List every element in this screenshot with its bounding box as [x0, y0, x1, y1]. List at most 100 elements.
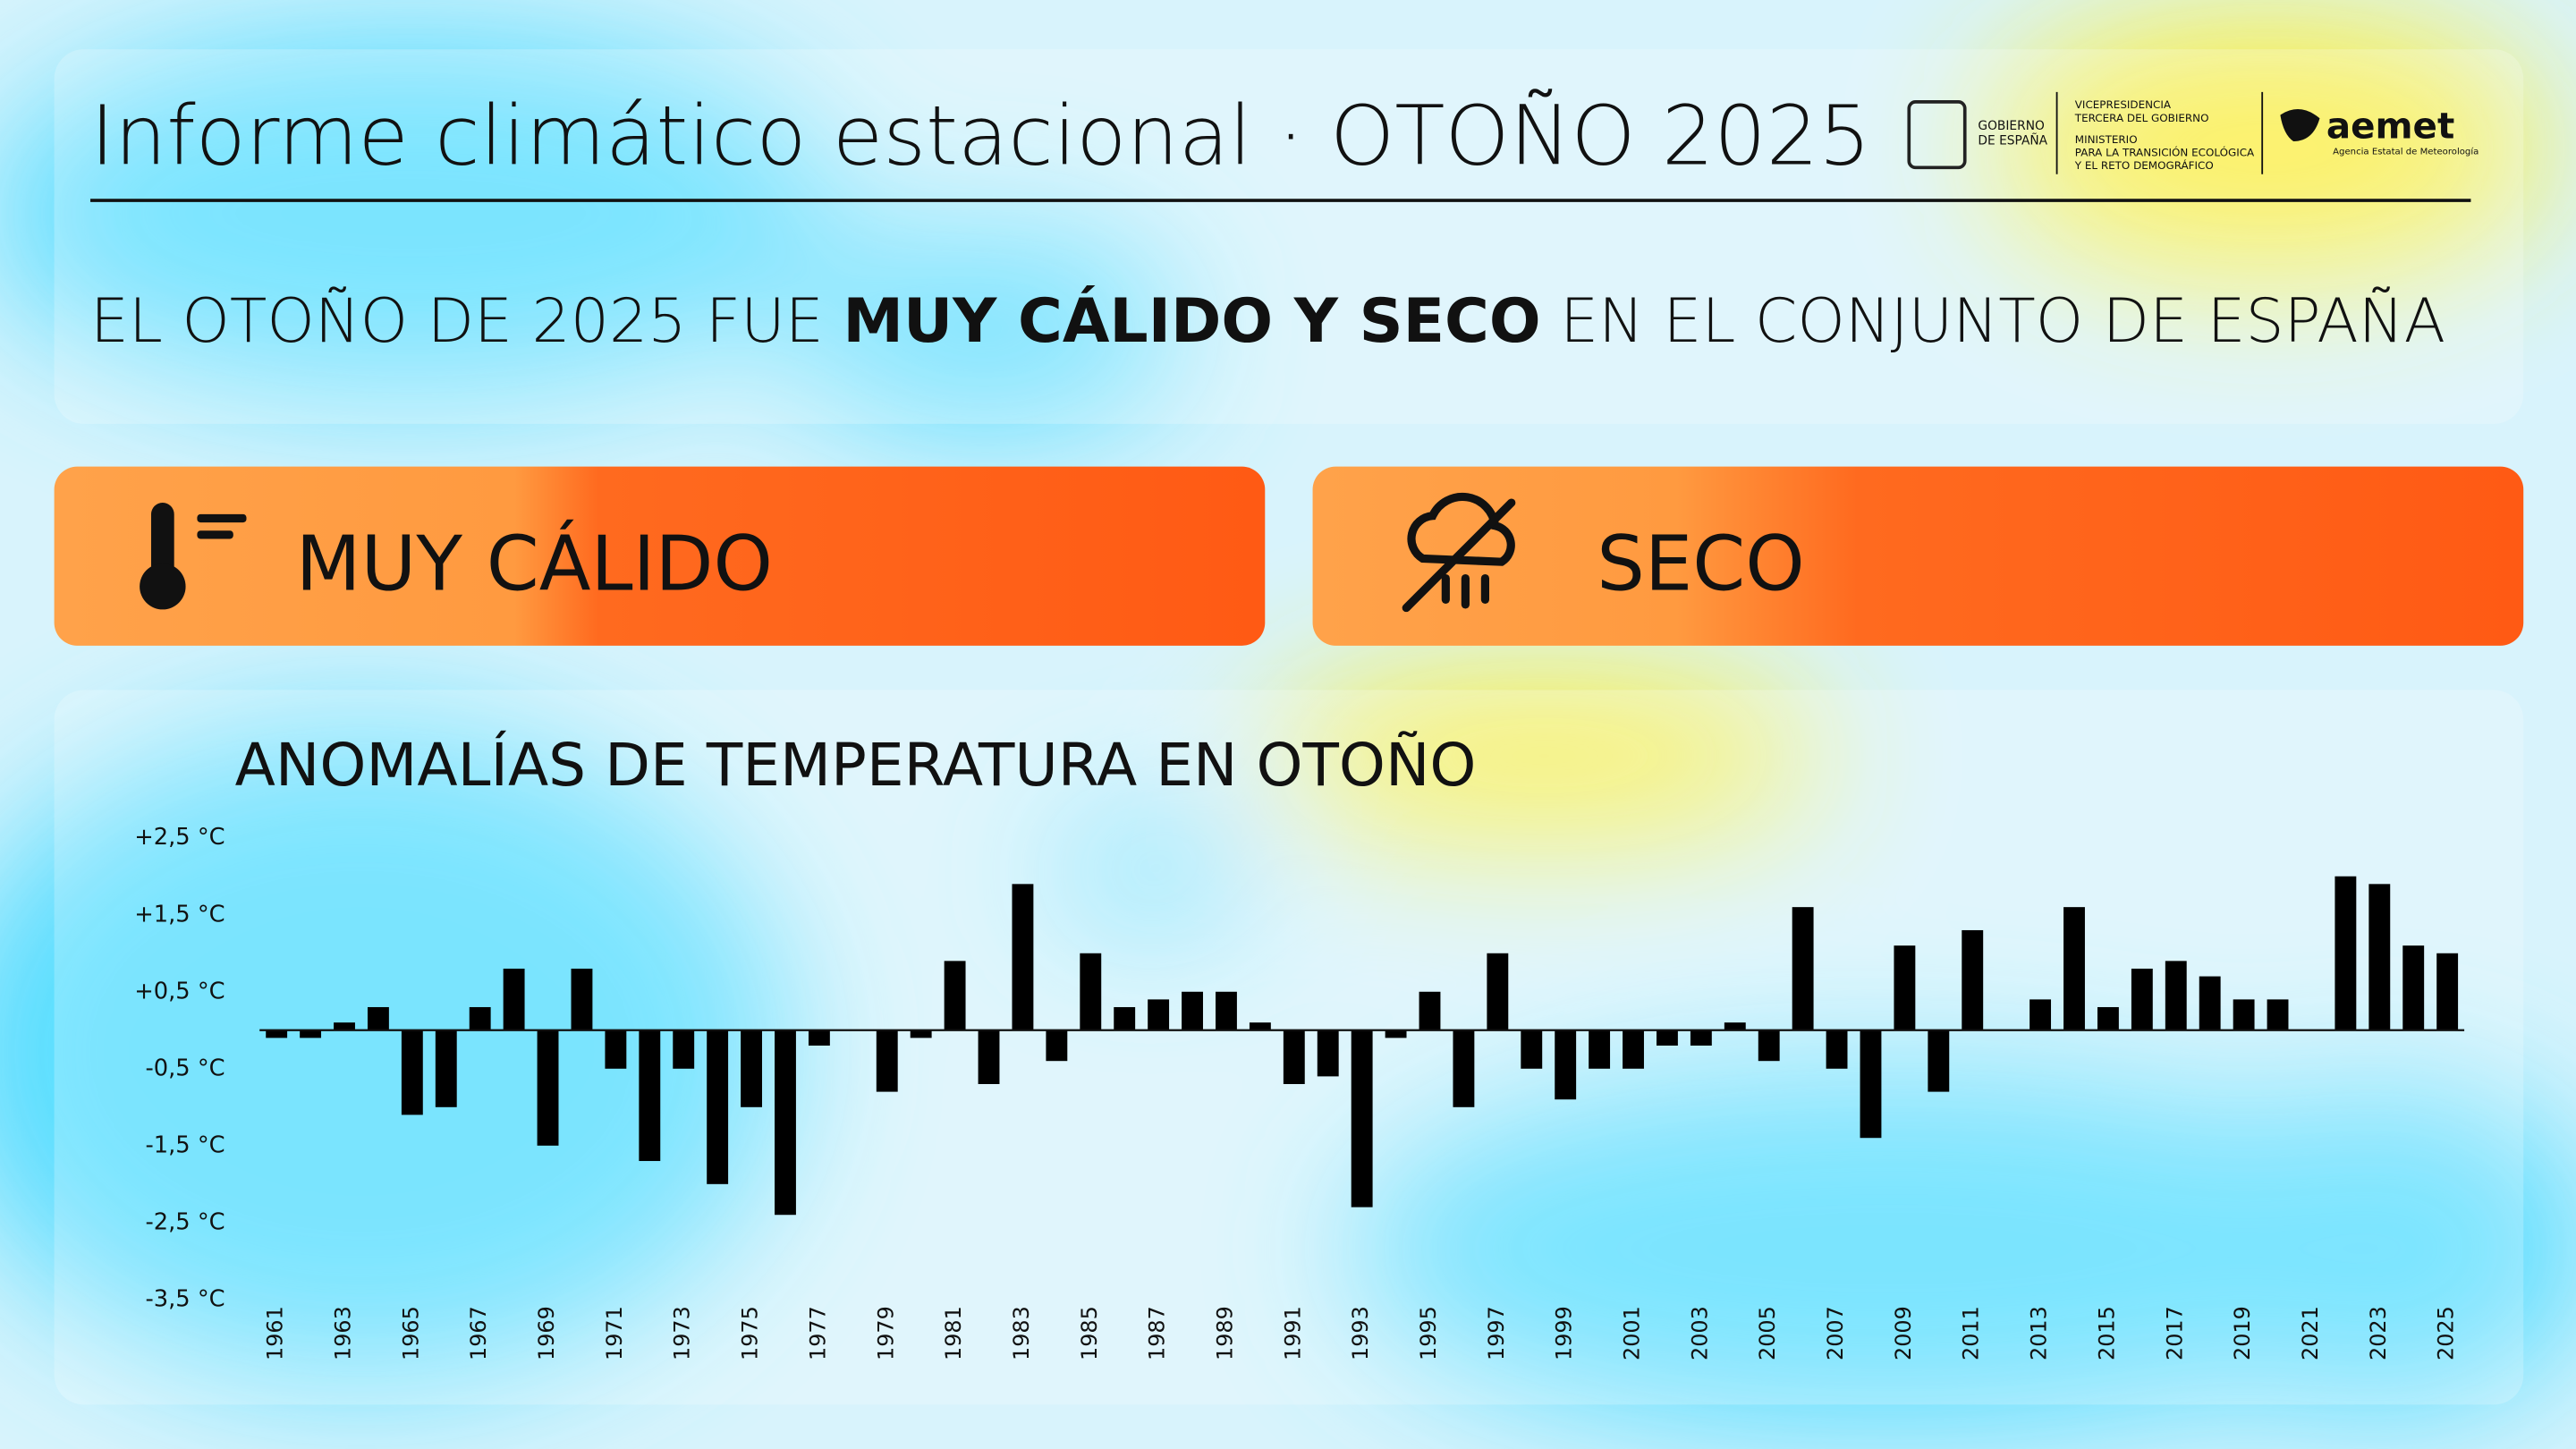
bar	[1283, 1030, 1305, 1084]
headline-text: EN EL CONJUNTO DE ESPAÑA	[1541, 286, 2445, 357]
logo-text: VICEPRESIDENCIA	[2075, 98, 2172, 111]
logo-text: PARA LA TRANSICIÓN ECOLÓGICA	[2075, 145, 2255, 158]
x-tick-label: 1979	[873, 1306, 898, 1360]
bar	[1385, 1030, 1407, 1038]
headline-text: EL OTOÑO DE 2025 FUE	[90, 286, 843, 357]
bar	[1724, 1022, 1746, 1030]
x-tick-label: 1987	[1145, 1306, 1170, 1360]
x-tick-label: 2007	[1823, 1306, 1848, 1360]
bar	[469, 1006, 491, 1030]
bar	[1080, 953, 1102, 1030]
bar	[1182, 991, 1203, 1030]
x-tick-label: 1999	[1552, 1306, 1577, 1360]
x-tick-label: 1967	[466, 1306, 491, 1360]
bar	[2368, 884, 2391, 1030]
bar	[1046, 1030, 1068, 1062]
aemet-logo: aemet	[2326, 104, 2454, 147]
bar	[2165, 961, 2187, 1030]
bar	[2436, 953, 2459, 1030]
x-tick-label: 2025	[2434, 1306, 2459, 1360]
x-tick-label: 1981	[941, 1306, 966, 1360]
bar	[1928, 1030, 1950, 1092]
x-tick-label: 2015	[2094, 1306, 2119, 1360]
dry-icon	[1402, 492, 1516, 613]
bar	[2233, 999, 2255, 1030]
logo-text: MINISTERIO	[2075, 133, 2138, 146]
bar	[1453, 1030, 1475, 1107]
bar	[2029, 999, 2052, 1030]
bar	[2199, 976, 2221, 1030]
headline: EL OTOÑO DE 2025 FUE MUY CÁLIDO Y SECO E…	[90, 285, 2445, 357]
x-tick-label: 1971	[602, 1306, 627, 1360]
thermometer-icon	[140, 503, 247, 610]
bar	[537, 1030, 559, 1146]
x-tick-label: 2023	[2366, 1306, 2391, 1360]
aemet-mark	[2280, 109, 2320, 141]
bar	[2267, 999, 2289, 1030]
bar	[2334, 876, 2357, 1030]
bar	[503, 968, 525, 1030]
bar	[2063, 907, 2085, 1030]
y-tick-label: -2,5 °C	[146, 1208, 225, 1235]
bar	[1521, 1030, 1543, 1069]
x-tick-label: 2017	[2162, 1306, 2187, 1360]
bar	[944, 961, 966, 1030]
x-tick-label: 1969	[534, 1306, 559, 1360]
x-tick-label: 2001	[1620, 1306, 1645, 1360]
x-tick-label: 1977	[805, 1306, 830, 1360]
x-tick-label: 2019	[2230, 1306, 2255, 1360]
x-tick-label: 2021	[2298, 1306, 2323, 1360]
header-panel	[54, 49, 2524, 424]
bar	[1894, 945, 1916, 1030]
badge-label: MUY CÁLIDO	[296, 520, 773, 607]
x-tick-label: 2013	[2027, 1306, 2052, 1360]
logo-text: GOBIERNO	[1978, 119, 2045, 133]
x-tick-label: 1989	[1212, 1306, 1237, 1360]
logos: GOBIERNO DE ESPAÑA VICEPRESIDENCIA TERCE…	[1907, 91, 2479, 174]
bar	[1657, 1030, 1678, 1046]
chart-title: ANOMALÍAS DE TEMPERATURA EN OTOÑO	[235, 730, 1477, 800]
bar	[639, 1030, 661, 1162]
badge-warm	[54, 466, 1266, 646]
bar	[435, 1030, 457, 1107]
bar	[1758, 1030, 1780, 1062]
badge-label: SECO	[1597, 520, 1804, 607]
bar	[1962, 929, 1984, 1030]
bar	[1216, 991, 1237, 1030]
bar	[266, 1030, 288, 1038]
bar	[401, 1030, 423, 1115]
bar	[1249, 1022, 1271, 1030]
bar	[978, 1030, 1000, 1084]
bar	[605, 1030, 627, 1069]
bar	[300, 1030, 322, 1038]
bar	[571, 968, 593, 1030]
coat-of-arms	[1907, 100, 1967, 170]
bar	[1419, 991, 1441, 1030]
logo-text: Y EL RETO DEMOGRÁFICO	[2074, 158, 2214, 172]
x-tick-label: 1983	[1009, 1306, 1034, 1360]
y-tick-label: +0,5 °C	[134, 978, 225, 1004]
y-tick-label: +2,5 °C	[134, 824, 225, 851]
bar	[910, 1030, 932, 1038]
y-tick-label: -1,5 °C	[146, 1131, 225, 1158]
y-tick-label: -3,5 °C	[146, 1285, 225, 1312]
x-tick-label: 1965	[398, 1306, 423, 1360]
x-tick-label: 1995	[1416, 1306, 1441, 1360]
bar	[1114, 1006, 1136, 1030]
logo-text: DE ESPAÑA	[1978, 133, 2047, 148]
x-tick-label: 2003	[1687, 1306, 1712, 1360]
bar	[775, 1030, 796, 1216]
bar	[1589, 1030, 1611, 1069]
bar	[707, 1030, 729, 1184]
bar	[367, 1006, 389, 1030]
bar	[1012, 884, 1034, 1030]
bar	[2097, 1006, 2119, 1030]
bar	[1690, 1030, 1712, 1046]
bar	[1826, 1030, 1848, 1069]
bar	[741, 1030, 763, 1107]
x-tick-label: 1985	[1077, 1306, 1102, 1360]
bar	[1487, 953, 1509, 1030]
x-tick-label: 2009	[1891, 1306, 1916, 1360]
bar	[1148, 999, 1170, 1030]
